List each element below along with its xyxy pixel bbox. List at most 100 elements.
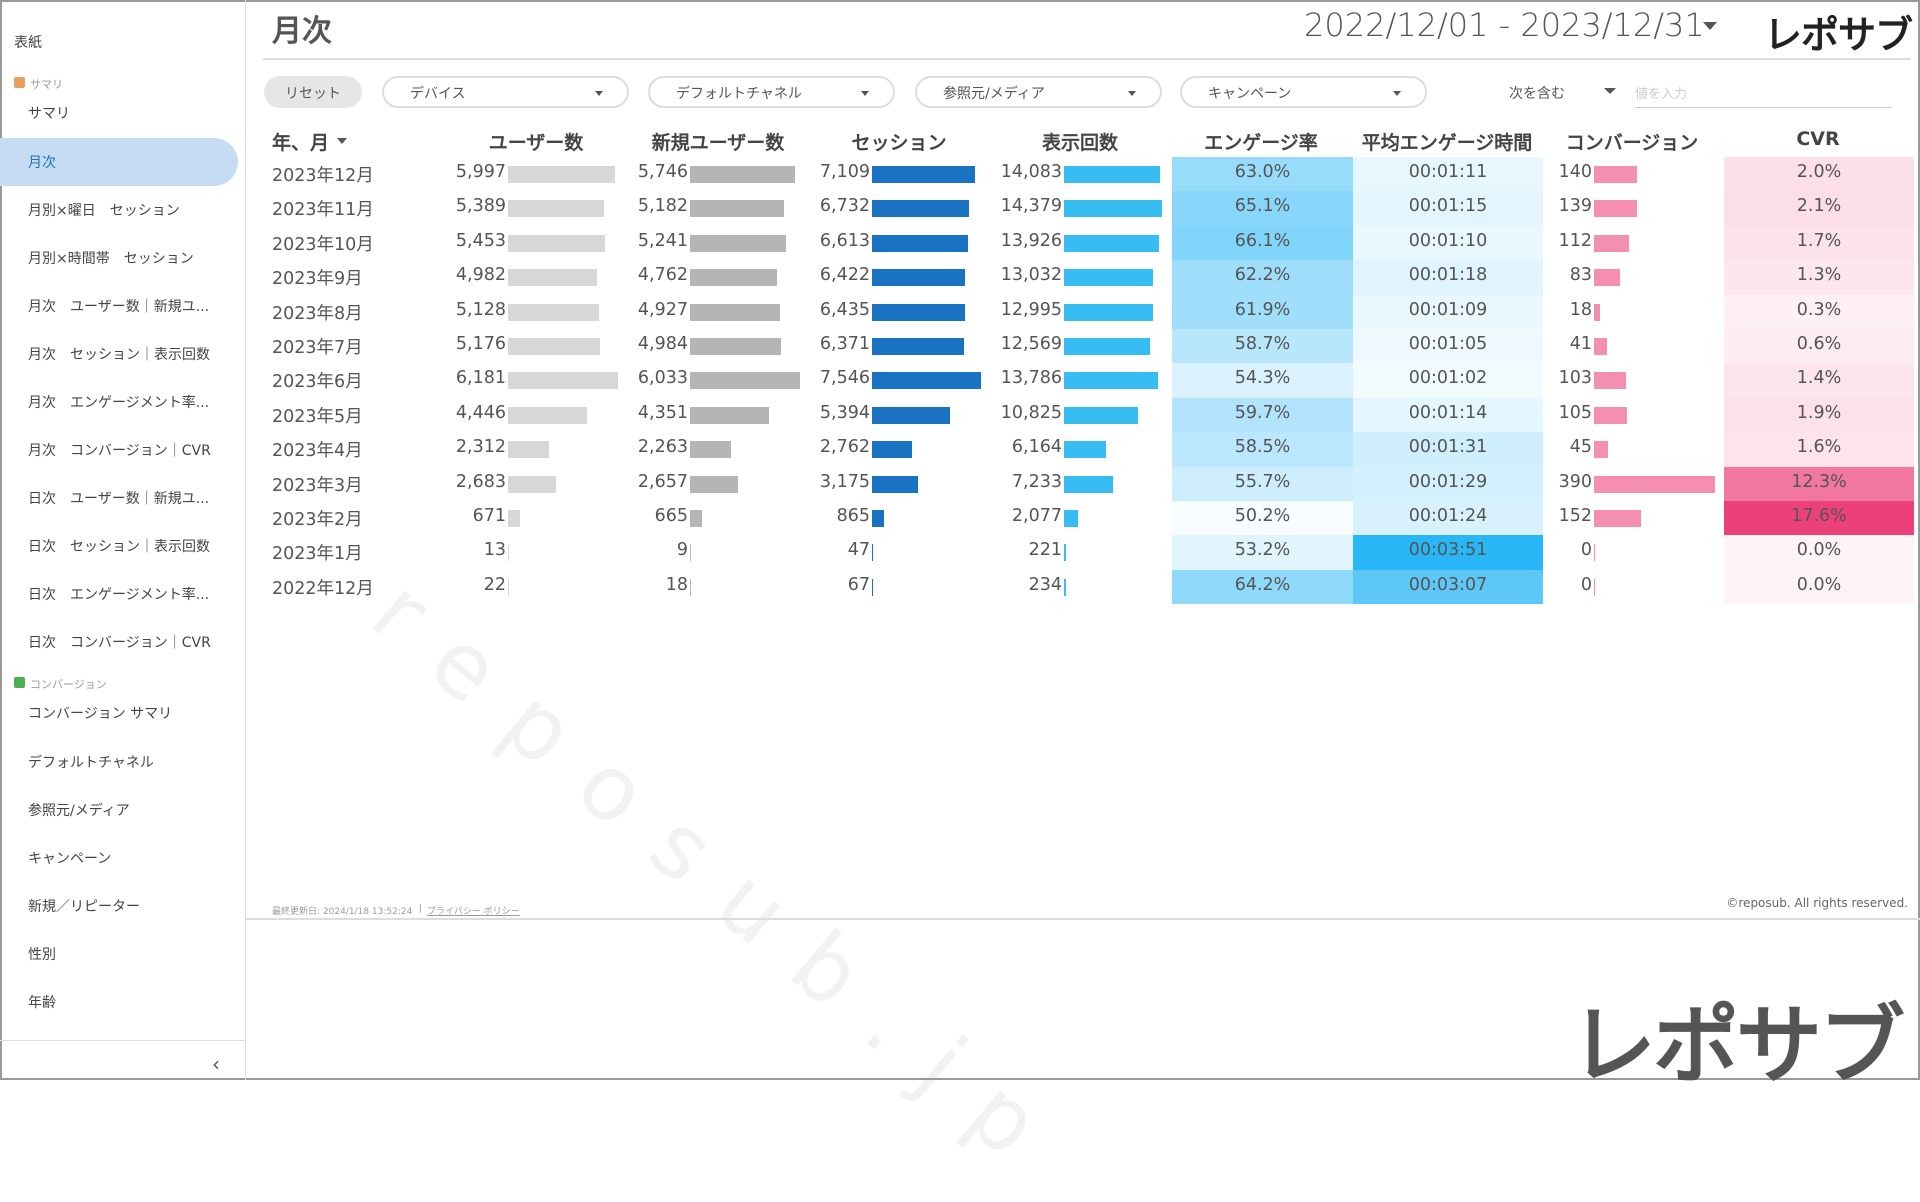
cell-value: 61.9% xyxy=(1234,299,1291,320)
data-bar xyxy=(872,338,965,355)
row-label: 2023年12月 xyxy=(272,166,374,186)
heat-cell xyxy=(1172,569,1353,605)
cell-value: 13,926 xyxy=(1000,230,1062,251)
data-bar xyxy=(690,578,691,596)
cell-value: 45 xyxy=(1569,437,1592,458)
column-header[interactable]: 年、月 xyxy=(272,132,330,154)
data-bar xyxy=(872,234,968,252)
bottom-logo: レポサブ xyxy=(1570,996,1905,1096)
cell-value: 13,032 xyxy=(1000,265,1062,286)
column-header[interactable]: 新規ユーザー数 xyxy=(651,132,785,154)
cell-value: 00:03:07 xyxy=(1408,574,1488,595)
data-bar xyxy=(690,200,785,218)
column-header[interactable]: ユーザー数 xyxy=(488,132,584,154)
nav-item[interactable]: 月別×時間帯 セッション xyxy=(28,251,194,267)
heat-cell xyxy=(1353,191,1543,226)
data-bar xyxy=(1064,441,1106,459)
cell-value: 671 xyxy=(472,506,506,526)
cell-value: 12,995 xyxy=(1000,299,1062,320)
nav-item[interactable]: デフォルトチャネル xyxy=(28,755,154,771)
data-bar xyxy=(1064,510,1079,527)
data-bar xyxy=(690,510,703,527)
cell-value: 139 xyxy=(1558,196,1592,217)
row-label: 2023年4月 xyxy=(272,441,363,462)
nav-item[interactable]: 年齢 xyxy=(28,995,56,1011)
column-header[interactable]: 平均エンゲージ時間 xyxy=(1361,132,1533,154)
data-bar xyxy=(872,269,965,287)
cell-value: 00:01:29 xyxy=(1408,471,1488,492)
data-bar xyxy=(508,338,601,355)
column-header[interactable]: CVR xyxy=(1796,128,1840,150)
cell-value: 4,762 xyxy=(637,265,688,286)
column-header[interactable]: エンゲージ率 xyxy=(1204,132,1318,154)
filter-dropdown[interactable]: デバイス xyxy=(382,76,629,108)
match-select[interactable]: 次を含む xyxy=(1509,86,1565,102)
nav-item[interactable]: 月次 セッション｜表示回数 xyxy=(28,347,210,363)
nav-item[interactable]: キャンペーン xyxy=(28,851,112,867)
heat-cell xyxy=(1172,260,1353,295)
cell-value: 66.1% xyxy=(1234,230,1291,251)
column-header[interactable]: 表示回数 xyxy=(1041,132,1119,154)
reset-button[interactable]: リセット xyxy=(264,76,362,108)
filter-dropdown[interactable]: デフォルトチャネル xyxy=(648,76,895,108)
cell-value: 6,033 xyxy=(637,368,688,389)
nav-item[interactable]: 性別 xyxy=(28,947,56,963)
cell-value: 4,927 xyxy=(637,299,688,320)
data-bar xyxy=(1064,372,1158,390)
cell-value: 54.3% xyxy=(1234,368,1291,389)
nav-item[interactable]: 月次 ユーザー数｜新規ユ... xyxy=(28,299,210,315)
cell-value: 55.7% xyxy=(1234,471,1291,492)
nav-item[interactable]: 月次 エンゲージメント率... xyxy=(28,395,210,411)
nav-item[interactable]: 日次 セッション｜表示回数 xyxy=(28,539,210,555)
cell-value: 9 xyxy=(676,540,688,561)
cell-value: 83 xyxy=(1569,265,1592,286)
data-bar xyxy=(872,510,885,527)
nav-item[interactable]: サマリ xyxy=(28,106,70,122)
cell-value: 00:01:10 xyxy=(1408,230,1488,251)
cell-value: 0.6% xyxy=(1796,334,1842,354)
cell-value: 1.6% xyxy=(1796,437,1842,458)
nav-selected-bg xyxy=(0,138,238,186)
filter-input[interactable]: 値を入力 xyxy=(1635,76,1892,108)
nav-item[interactable]: 日次 ユーザー数｜新規ユ... xyxy=(28,491,210,507)
nav-item[interactable]: 日次 エンゲージメント率... xyxy=(28,587,210,603)
data-bar xyxy=(1594,372,1626,390)
filter-dropdown[interactable]: キャンペーン xyxy=(1180,76,1427,108)
data-bar xyxy=(690,166,795,183)
cell-value: 152 xyxy=(1558,506,1592,526)
date-caret xyxy=(1703,22,1717,37)
cell-value: 2.1% xyxy=(1796,196,1842,217)
heat-cell xyxy=(1724,501,1914,536)
nav-item[interactable]: 表紙 xyxy=(14,35,42,51)
heat-cell xyxy=(1724,432,1914,467)
date-range[interactable]: 2022/12/01 - 2023/12/31 xyxy=(1304,6,1705,44)
collapse-button[interactable]: ‹ xyxy=(212,1052,220,1076)
data-bar xyxy=(1064,303,1153,321)
row-label: 2023年10月 xyxy=(272,234,374,255)
cell-value: 5,241 xyxy=(637,230,688,251)
nav-item[interactable]: コンバージョン サマリ xyxy=(28,706,173,722)
nav-item[interactable]: 参照元/メディア xyxy=(28,803,130,819)
data-bar xyxy=(690,372,800,390)
cell-value: 00:01:05 xyxy=(1408,334,1488,354)
sidebar: 表紙 サマリ サマリ 月次 月別×曜日 セッション 月別×時間帯 セッション 月次 ユーザー… xyxy=(0,0,246,1080)
data-bar xyxy=(1594,441,1608,459)
cell-value: 0.3% xyxy=(1796,299,1842,320)
heat-cell xyxy=(1172,157,1353,192)
filter-dropdown[interactable]: 参照元/メディア xyxy=(915,76,1162,108)
nav-item[interactable]: 日次 コンバージョン｜CVR xyxy=(28,635,211,651)
data-bar xyxy=(872,406,950,424)
nav-item[interactable]: 月次 コンバージョン｜CVR xyxy=(28,443,211,459)
sidebar-divider xyxy=(0,1040,246,1041)
cell-value: 2,683 xyxy=(455,471,506,492)
heat-cell xyxy=(1172,535,1353,570)
nav-item[interactable]: 月別×曜日 セッション xyxy=(28,203,180,219)
data-bar xyxy=(508,269,597,287)
column-header[interactable]: セッション xyxy=(851,132,947,154)
nav-item[interactable]: 新規／リピーター xyxy=(28,899,140,915)
heat-cell xyxy=(1172,225,1353,261)
column-header[interactable]: コンバージョン xyxy=(1565,132,1699,154)
privacy-link[interactable]: プライバシー ポリシー xyxy=(427,907,520,917)
nav-item[interactable]: 月次 xyxy=(28,155,56,171)
